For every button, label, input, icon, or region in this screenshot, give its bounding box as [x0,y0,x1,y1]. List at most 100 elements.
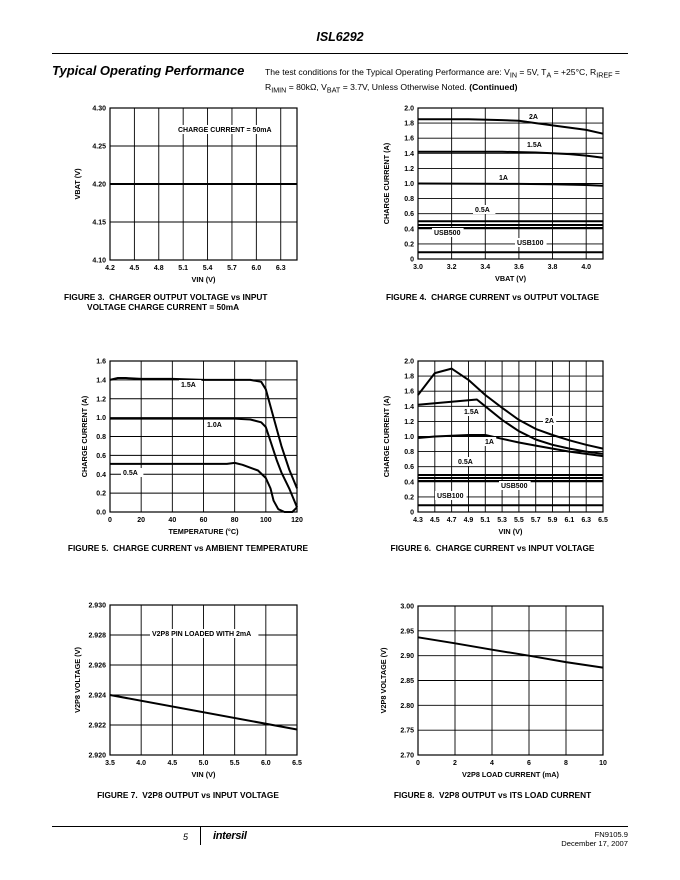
series-label-bg [179,380,202,389]
y-tick-label: 1.2 [96,396,106,403]
series-line [109,377,298,489]
y-axis-label: V2P8 VOLTAGE (V) [73,647,82,713]
y-tick-label: 2.90 [400,653,414,660]
y-tick-label: 0.6 [96,453,106,460]
x-tick-label: 4.5 [430,517,440,524]
y-tick-label: 0.2 [96,491,106,498]
x-axis-label: VIN (V) [192,275,216,284]
y-tick-label: 1.4 [96,377,106,384]
y-tick-label: 4.10 [92,258,106,265]
series-label: 2A [545,418,554,425]
y-tick-label: 1.2 [404,419,414,426]
figure-3-chart: 4.2 4.5 4.8 5.1 5.4 5.7 6.0 6.3 4.10 4.15 4.20 4.25… [73,106,298,284]
series-label-bg [456,457,479,466]
y-tick-label: 1.0 [404,434,414,441]
doc-number: FN9105.9 [594,830,628,839]
section-title: Typical Operating Performance [52,63,245,78]
y-tick-label: 2.95 [400,628,414,635]
series-line [417,182,604,187]
x-axis-label: VIN (V) [499,527,523,536]
series-label: 1A [499,175,508,182]
x-tick-label: 20 [137,517,145,524]
series-label-bg [525,140,548,149]
y-tick-label: 2.0 [404,359,414,366]
y-tick-label: 2.75 [400,728,414,735]
x-tick-label: 5.0 [199,760,209,767]
figure-8-chart: 0 2 4 6 8 10 2.70 2.75 2.80 2.85 2.90 2.95 3.00 V2P8 … [379,604,607,780]
y-tick-label: 0 [410,510,414,517]
y-tick-label: 0.8 [404,196,414,203]
y-tick-label: 0.4 [404,479,414,486]
x-axis-label: V2P8 LOAD CURRENT (mA) [462,770,559,779]
x-tick-label: 4.5 [130,265,140,272]
y-axis-label: CHARGE CURRENT (A) [80,395,89,477]
series-label: USB100 [437,493,464,500]
y-tick-label: 0.8 [96,434,106,441]
x-tick-label: 100 [260,517,272,524]
x-tick-label: 6.0 [261,760,271,767]
series-label-bg [432,228,464,237]
y-tick-label: 2.924 [88,693,106,700]
figure-5-caption: FIGURE 5. CHARGE CURRENT vs AMBIENT TEMP… [67,543,309,553]
series-label-bg [527,112,541,121]
series-label: 1.5A [464,409,479,416]
annotation-bg [176,125,272,134]
x-tick-label: 0 [416,760,420,767]
x-tick-label: 6 [527,760,531,767]
series-line [109,694,298,731]
x-tick-label: 4.0 [136,760,146,767]
series-label: 1.5A [527,142,542,149]
y-tick-label: 0 [410,257,414,264]
x-tick-label: 5.1 [480,517,490,524]
x-tick-label: 6.3 [581,517,591,524]
intersil-logo: intersil [213,830,247,842]
y-tick-label: 1.6 [96,359,106,366]
x-tick-label: 80 [231,517,239,524]
x-tick-label: 5.5 [230,760,240,767]
y-tick-label: 1.8 [404,121,414,128]
y-tick-label: 1.0 [96,415,106,422]
x-tick-label: 4.2 [105,265,115,272]
test-conditions: The test conditions for the Typical Oper… [265,67,620,95]
footer-rule [52,826,628,827]
series-label: USB500 [434,230,461,237]
y-tick-label: 1.0 [404,181,414,188]
x-tick-label: 4.5 [167,760,177,767]
y-tick-label: 2.0 [404,106,414,113]
y-tick-label: 0.6 [404,211,414,218]
x-tick-label: 3.4 [480,264,490,271]
series-line [417,367,604,450]
series-label-bg [473,205,496,214]
y-tick-label: 4.30 [92,106,106,113]
plot-frame [109,604,298,756]
y-tick-label: 1.6 [404,136,414,143]
y-tick-label: 2.922 [88,723,106,730]
doc-date: December 17, 2007 [561,839,628,848]
x-tick-label: 40 [168,517,176,524]
x-tick-label: 2 [453,760,457,767]
plot-frame [417,360,604,513]
x-tick-label: 6.3 [276,265,286,272]
series-line [418,118,604,135]
figure-6-chart: 4.3 4.5 4.7 4.9 5.1 5.3 5.5 5.7 5.9 6.1 6.3 6.5 0 0.2… [382,359,608,537]
y-tick-label: 0.2 [404,241,414,248]
x-tick-label: 6.0 [251,265,261,272]
y-tick-label: 1.4 [404,151,414,158]
series-label: 0.5A [458,459,473,466]
x-tick-label: 4.3 [413,517,423,524]
plot-frame [417,605,604,756]
y-tick-label: 0.2 [404,494,414,501]
x-tick-label: 5.7 [227,265,237,272]
y-tick-label: 2.930 [88,603,106,610]
series-line [110,461,298,513]
header-rule [52,53,628,54]
series-label-bg [515,238,547,247]
y-axis-label: VBAT (V) [73,168,82,200]
y-tick-label: 2.70 [400,753,414,760]
figure-7-caption: FIGURE 7. V2P8 OUTPUT vs INPUT VOLTAGE [97,790,279,800]
series-label-bg [205,420,228,429]
y-tick-label: 2.926 [88,663,106,670]
page-number: 5 [183,832,189,842]
y-tick-label: 1.6 [404,389,414,396]
